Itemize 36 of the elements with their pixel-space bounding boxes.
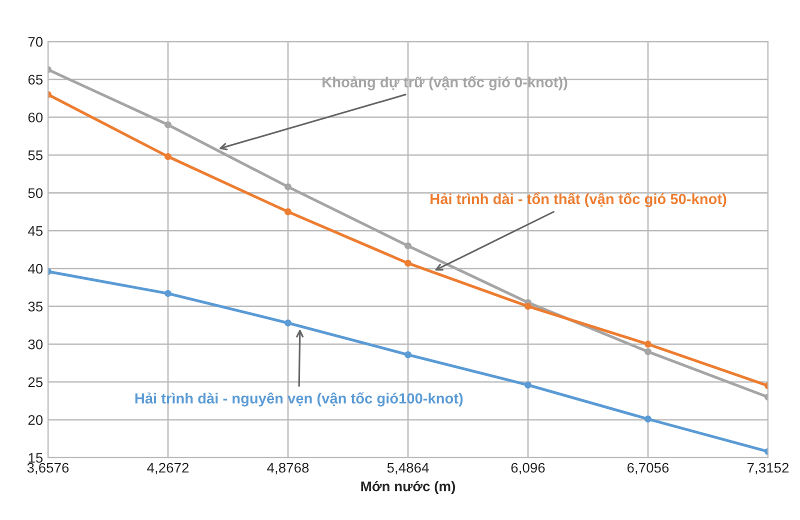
point [284, 208, 292, 216]
y-tick-label: 35 [28, 302, 43, 312]
y-tick-label: 50 [28, 188, 43, 198]
text: Hải trình dài - tổn thất (vận tốc gió 50-knot) [430, 192, 726, 208]
x-axis-title: Mớn nước (m) [361, 480, 456, 494]
y-tick-label: 30 [28, 339, 43, 350]
y-tick-label: 70 [28, 36, 43, 47]
x-tick-label: 4,2672 [147, 462, 189, 474]
point [284, 319, 292, 326]
point [524, 302, 532, 310]
y-tick-label: 20 [28, 415, 43, 425]
y-tick-label: 65 [28, 74, 43, 85]
point [644, 348, 652, 356]
point [164, 153, 172, 160]
y-tick-label: 40 [28, 264, 43, 274]
point [404, 351, 412, 358]
point [164, 121, 172, 128]
y-tick-label: 60 [28, 112, 43, 122]
x-tick-label: 6,096 [511, 462, 545, 474]
y-tick-label: 25 [28, 377, 43, 388]
y-tick-label: 55 [28, 150, 43, 160]
series-label: Hải trình dài - nguyên vẹn (vận tốc gió100-knot) [135, 392, 463, 407]
point [284, 183, 292, 190]
point [524, 382, 532, 388]
x-tick-label: 3,6576 [27, 462, 69, 474]
x-tick-label: 5,4864 [387, 462, 429, 474]
y-tick-label: 45 [28, 226, 43, 236]
x-tick-label: 4,8768 [267, 462, 309, 474]
x-tick-label: 7,3152 [747, 462, 789, 474]
point [644, 416, 652, 422]
x-tick-label: 6,7056 [627, 462, 669, 474]
point [644, 340, 652, 348]
point [404, 260, 412, 267]
point [164, 290, 172, 297]
point [404, 242, 412, 250]
y-tick-label: 15 [28, 453, 43, 463]
